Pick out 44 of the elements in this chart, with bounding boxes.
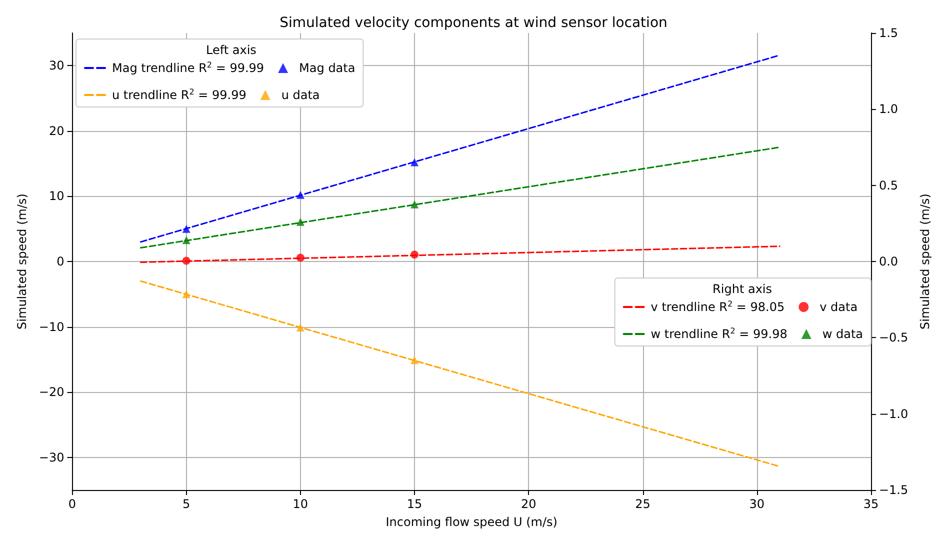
point: [182, 256, 190, 265]
x-tick-label: 25: [635, 497, 650, 511]
point: [296, 254, 304, 262]
legend-label: w data: [822, 327, 864, 341]
y-tick-label: 30: [48, 58, 64, 73]
y-tick-label: −10: [38, 320, 64, 334]
point: [410, 356, 419, 364]
point: [296, 190, 304, 199]
x-tick-label: 5: [182, 497, 190, 511]
y-tick-label: −20: [38, 385, 64, 400]
y2-tick-label: 1.5: [878, 26, 898, 40]
point: [296, 218, 304, 226]
point: [410, 250, 419, 259]
y-tick-label: 0: [56, 254, 64, 268]
point: [296, 323, 304, 332]
x-tick-label: 15: [406, 497, 422, 511]
y-tick-label: −30: [38, 450, 64, 464]
y2-tick-label: 1.0: [878, 102, 898, 116]
legend-title: Left axis: [206, 43, 256, 57]
x-tick-label: 0: [68, 497, 76, 511]
annotation: Right axis: [712, 282, 772, 296]
legend-label: v data: [820, 300, 858, 314]
point: [410, 200, 419, 208]
y-tick-label: 20: [48, 124, 64, 138]
chart-title: Simulated velocity components at wind sensor location: [280, 15, 668, 31]
legend-label: Mag data: [299, 61, 356, 75]
y2-tick-label: −1.0: [878, 406, 908, 421]
x-tick-label: 10: [292, 497, 308, 511]
x-tick-label: 35: [863, 497, 879, 511]
y2-tick-label: −0.5: [878, 330, 908, 345]
x-axis-title: Incoming flow speed U (m/s): [386, 515, 558, 529]
x-tick-label: 20: [521, 497, 536, 511]
point: [410, 158, 419, 166]
point: [182, 224, 190, 233]
point: [182, 236, 190, 244]
y-axis-title: Simulated speed (m/s): [15, 194, 29, 330]
legend-label: u data: [281, 88, 320, 102]
y2-tick-label: 0.5: [878, 178, 898, 192]
x-tick-label: 30: [749, 497, 764, 511]
y2-axis-title: Simulated speed (m/s): [918, 194, 932, 330]
point: [182, 290, 190, 298]
y2-tick-label: −1.5: [878, 483, 908, 497]
y2-tick-label: 0.0: [878, 254, 898, 268]
y-tick-label: 10: [48, 189, 64, 204]
